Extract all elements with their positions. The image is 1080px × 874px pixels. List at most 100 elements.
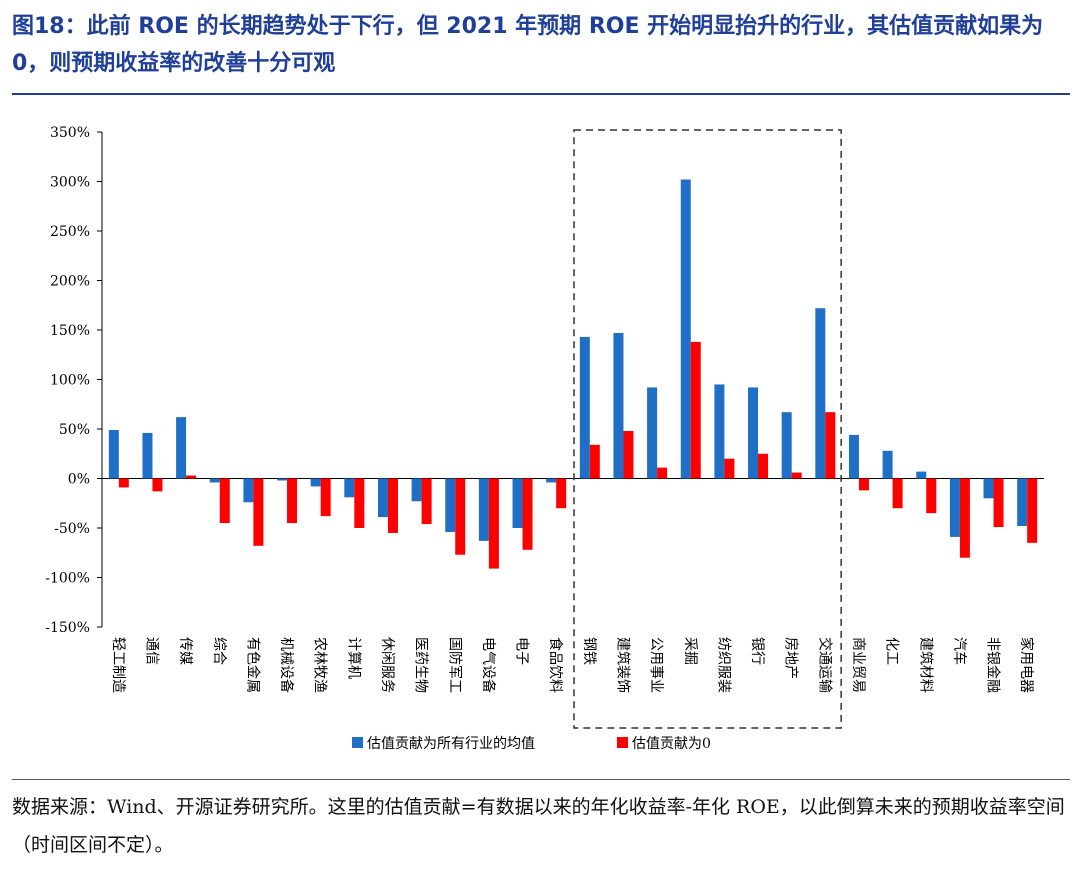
category-label: 传媒 xyxy=(177,637,193,665)
category-label: 电子 xyxy=(514,637,530,665)
bar-mean-21 xyxy=(815,308,826,479)
category-label: 非银金融 xyxy=(985,637,1001,693)
bar-zero-0 xyxy=(118,478,129,488)
category-label: 公用事业 xyxy=(648,637,664,693)
category-label: 钢铁 xyxy=(581,637,597,665)
bar-zero-13 xyxy=(556,478,567,509)
bar-mean-15 xyxy=(613,332,624,479)
category-label: 汽车 xyxy=(951,637,968,665)
bar-zero-21 xyxy=(825,412,836,479)
category-label: 交通运输 xyxy=(816,637,833,693)
bar-zero-14 xyxy=(589,444,600,479)
bar-mean-12 xyxy=(512,478,523,528)
category-label: 建筑材料 xyxy=(917,637,933,693)
bar-zero-23 xyxy=(892,478,903,509)
category-label: 建筑装饰 xyxy=(614,637,630,693)
bar-zero-24 xyxy=(926,478,937,514)
bar-mean-24 xyxy=(916,471,927,479)
bar-mean-20 xyxy=(781,412,792,479)
bar-zero-27 xyxy=(1027,478,1038,543)
bar-zero-4 xyxy=(253,478,264,546)
bar-zero-17 xyxy=(690,341,701,479)
y-tick-label: 50% xyxy=(59,422,90,438)
category-label: 机械设备 xyxy=(278,637,295,693)
bar-zero-11 xyxy=(488,478,499,569)
category-label: 纺织服装 xyxy=(715,637,731,693)
category-label: 家用电器 xyxy=(1018,637,1035,693)
category-label: 房地产 xyxy=(783,637,799,679)
source-note: 数据来源：Wind、开源证券研究所。这里的估值贡献=有数据以来的年化收益率-年化… xyxy=(12,796,1065,856)
bar-zero-8 xyxy=(387,478,398,533)
category-label: 国防军工 xyxy=(446,637,462,693)
bar-mean-19 xyxy=(748,387,759,479)
bar-zero-26 xyxy=(993,478,1004,528)
bar-zero-25 xyxy=(959,478,970,558)
bar-zero-20 xyxy=(791,472,802,479)
bar-zero-12 xyxy=(522,478,533,550)
category-labels: 轻工制造 通信 传媒 综合 有色金属 机械设备 农林牧渔 计算机 休闲服务 医药生物 国防军工 电气设… xyxy=(110,637,1035,693)
bar-zero-10 xyxy=(455,478,466,555)
bar-mean-11 xyxy=(478,478,489,541)
bar-mean-6 xyxy=(310,478,321,487)
y-tick-label: 0% xyxy=(68,472,90,488)
bar-mean-23 xyxy=(882,450,893,479)
bar-zero-5 xyxy=(287,478,298,524)
bar-mean-18 xyxy=(714,384,725,479)
category-label: 电气设备 xyxy=(480,637,497,693)
bar-zero-15 xyxy=(623,430,634,479)
bar-zero-6 xyxy=(320,478,331,517)
bar-zero-9 xyxy=(421,478,432,525)
y-axis-ticks: -150% -100% -50% 0% 50% 100% 150% 200% 250% 300% 3… xyxy=(45,125,1044,636)
category-label: 有色金属 xyxy=(244,637,261,693)
footer-divider xyxy=(12,779,1070,780)
bar-mean-9 xyxy=(411,478,422,502)
bar-zero-7 xyxy=(354,478,365,528)
bar-mean-8 xyxy=(377,478,388,518)
bar-mean-26 xyxy=(983,478,994,499)
y-tick-label: -50% xyxy=(54,521,90,537)
bar-chart: -150% -100% -50% 0% 50% 100% 150% 200% 250% 300% 3… xyxy=(45,125,1044,752)
y-tick-label: 300% xyxy=(50,175,90,191)
category-label: 商业贸易 xyxy=(850,637,866,693)
y-tick-label: 250% xyxy=(50,224,90,240)
bar-mean-14 xyxy=(579,336,590,479)
bar-mean-7 xyxy=(344,478,355,498)
bar-mean-4 xyxy=(243,478,254,503)
category-label: 综合 xyxy=(211,637,227,665)
y-tick-label: 150% xyxy=(50,323,90,339)
legend: 估值贡献为所有行业的均值 估值贡献为0 xyxy=(352,736,711,752)
y-tick-label: 350% xyxy=(50,125,90,141)
category-label: 计算机 xyxy=(345,637,361,679)
bar-mean-1 xyxy=(142,432,153,479)
bar-mean-17 xyxy=(680,179,691,479)
bar-mean-2 xyxy=(176,417,187,479)
bar-zero-16 xyxy=(657,467,668,479)
bar-mean-16 xyxy=(647,387,658,479)
highlight-box-outline xyxy=(573,129,842,729)
bar-mean-25 xyxy=(949,478,960,537)
category-label: 农林牧渔 xyxy=(312,637,328,693)
bar-zero-3 xyxy=(219,478,230,524)
bar-zero-1 xyxy=(152,478,163,492)
bar-mean-3 xyxy=(209,478,220,483)
bar-mean-27 xyxy=(1017,478,1028,527)
legend-label-0: 估值贡献为所有行业的均值 xyxy=(367,736,535,752)
category-label: 食品饮料 xyxy=(547,637,564,693)
y-tick-label: -150% xyxy=(45,620,90,636)
y-tick-label: 200% xyxy=(50,274,90,290)
category-label: 采掘 xyxy=(682,637,698,665)
category-label: 银行 xyxy=(749,637,765,665)
legend-label-1: 估值贡献为0 xyxy=(632,736,711,752)
legend-swatch-1 xyxy=(617,737,628,748)
category-label: 轻工制造 xyxy=(110,637,126,693)
bars xyxy=(108,179,1038,569)
bar-zero-22 xyxy=(858,478,869,491)
y-tick-label: 100% xyxy=(50,373,90,389)
bar-mean-5 xyxy=(277,478,288,481)
bar-zero-19 xyxy=(758,453,769,479)
category-label: 化工 xyxy=(884,637,900,665)
highlight-box xyxy=(573,129,842,729)
category-label: 休闲服务 xyxy=(379,637,395,693)
bar-zero-18 xyxy=(724,458,735,479)
y-tick-label: -100% xyxy=(45,571,90,587)
